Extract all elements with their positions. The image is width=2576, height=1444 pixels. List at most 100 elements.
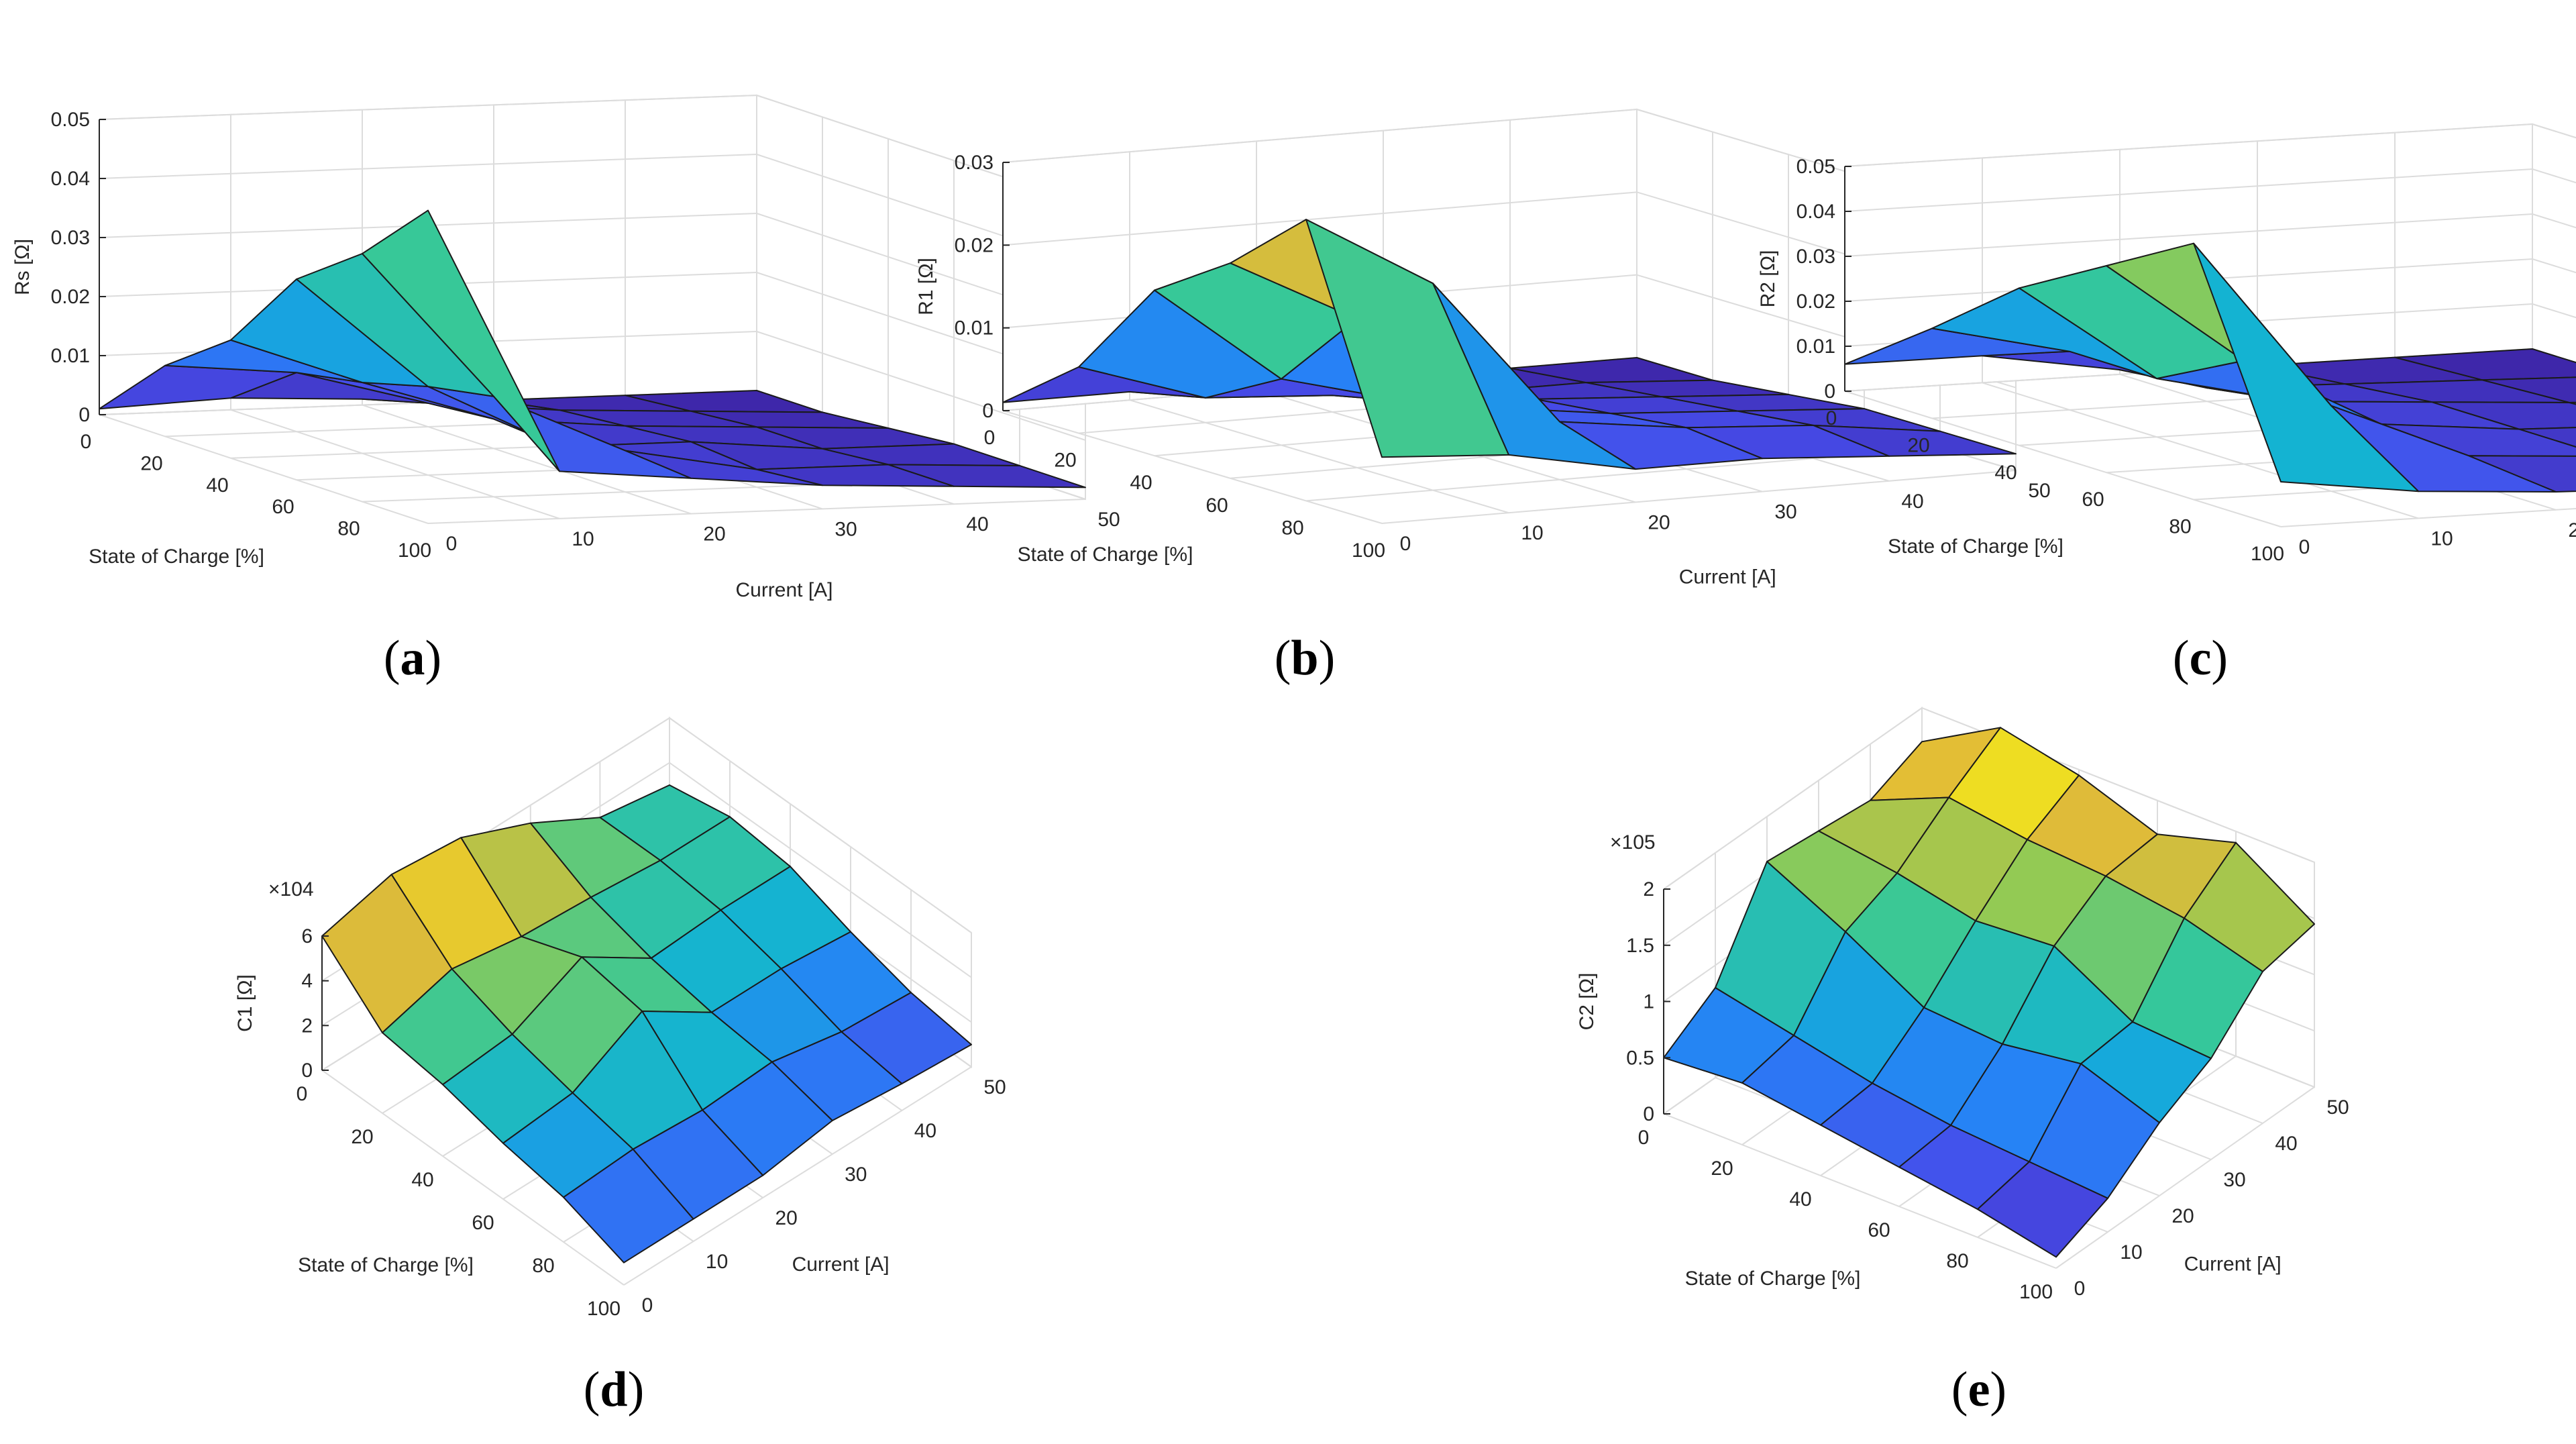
- surface-patch: [1305, 219, 1509, 458]
- y-tick-label: 40: [914, 1120, 936, 1142]
- panel-caption: (b): [1275, 631, 1335, 686]
- z-exponent-label: ×104: [268, 878, 314, 900]
- y-axis-title: Current [A]: [735, 579, 833, 601]
- x-tick-label: 100: [2251, 543, 2284, 565]
- x-tick-label: 40: [1994, 462, 2017, 484]
- y-axis-title: Current [A]: [2184, 1253, 2282, 1276]
- x-tick-label: 80: [1281, 517, 1303, 539]
- x-tick-label: 60: [2082, 488, 2104, 511]
- surface-patch: [2193, 242, 2419, 493]
- panel-c-surface: [1844, 242, 2576, 493]
- y-tick-label: 30: [2223, 1169, 2245, 1191]
- y-tick-label: 50: [2028, 480, 2050, 502]
- y-tick-label: 30: [845, 1164, 867, 1186]
- y-axis-title: Current [A]: [792, 1253, 890, 1276]
- z-tick-label: 0: [982, 400, 994, 422]
- z-tick-label: 0.03: [51, 227, 90, 249]
- x-tick-label: 20: [1711, 1157, 1733, 1180]
- z-tick-label: 0: [301, 1060, 313, 1082]
- z-axis-title: Rs [Ω]: [11, 239, 34, 295]
- y-tick-label: 10: [1521, 522, 1543, 544]
- x-tick-label: 0: [80, 431, 92, 453]
- y-tick-label: 10: [2120, 1241, 2142, 1264]
- x-tick-label: 0: [1826, 407, 1837, 429]
- z-tick-label: 0.02: [1796, 291, 1835, 313]
- x-axis-title: State of Charge [%]: [1018, 544, 1193, 566]
- x-tick-label: 80: [2169, 516, 2191, 538]
- y-tick-label: 30: [1774, 501, 1796, 523]
- y-tick-label: 0: [1400, 533, 1411, 555]
- z-tick-label: 2: [301, 1015, 313, 1037]
- z-tick-label: 0.01: [955, 317, 994, 340]
- x-tick-label: 80: [1946, 1250, 1968, 1272]
- y-tick-label: 20: [703, 523, 725, 546]
- panel-a-surface: [99, 209, 1086, 488]
- x-tick-label: 80: [532, 1255, 554, 1277]
- y-tick-label: 40: [1901, 491, 1923, 513]
- y-tick-label: 10: [706, 1251, 728, 1273]
- x-tick-label: 60: [272, 496, 294, 518]
- x-axis-title: State of Charge [%]: [1888, 535, 2063, 558]
- panel-b-surface: [1002, 219, 2017, 470]
- x-tick-label: 40: [1789, 1188, 1811, 1210]
- z-tick-label: 0: [78, 404, 90, 426]
- z-tick-label: 0: [1824, 380, 1835, 403]
- y-tick-label: 0: [2299, 536, 2310, 558]
- panel-caption: (e): [1951, 1362, 2006, 1417]
- x-tick-label: 0: [297, 1083, 308, 1105]
- x-tick-label: 60: [472, 1212, 494, 1234]
- x-tick-label: 20: [140, 452, 162, 474]
- x-tick-label: 100: [398, 539, 431, 562]
- panel-caption: (d): [584, 1362, 644, 1417]
- x-tick-label: 100: [1352, 539, 1385, 562]
- z-tick-label: 0: [1643, 1103, 1654, 1125]
- z-tick-label: 0.04: [1796, 201, 1835, 223]
- y-tick-label: 20: [2171, 1205, 2194, 1227]
- surface-patch: [563, 1148, 694, 1264]
- x-tick-label: 60: [1868, 1219, 1890, 1241]
- z-tick-label: 0.03: [1796, 246, 1835, 268]
- x-axis-title: State of Charge [%]: [1685, 1268, 1861, 1290]
- x-tick-label: 60: [1205, 495, 1228, 517]
- x-tick-label: 100: [587, 1298, 621, 1320]
- z-tick-label: 0.05: [1796, 156, 1835, 178]
- y-axis-title: Current [A]: [1679, 566, 1776, 588]
- surface-patch: [362, 209, 560, 472]
- y-tick-label: 0: [642, 1294, 653, 1317]
- y-tick-label: 40: [2275, 1133, 2297, 1155]
- z-tick-label: 0.03: [955, 152, 994, 174]
- z-tick-label: 0.01: [51, 345, 90, 367]
- z-exponent-label: ×105: [1610, 831, 1656, 854]
- z-axis-title: C1 [Ω]: [234, 974, 256, 1032]
- z-tick-label: 0.04: [51, 168, 90, 190]
- y-tick-label: 20: [775, 1207, 798, 1229]
- y-tick-label: 0: [2074, 1278, 2086, 1300]
- x-tick-label: 0: [1638, 1127, 1650, 1149]
- y-tick-label: 20: [1648, 511, 1670, 533]
- x-tick-label: 40: [206, 474, 228, 497]
- y-tick-label: 20: [2568, 519, 2576, 542]
- z-tick-label: 0.05: [51, 109, 90, 131]
- surface-patch: [1977, 1161, 2108, 1258]
- x-tick-label: 40: [1130, 472, 1152, 494]
- x-axis-title: State of Charge [%]: [298, 1254, 474, 1276]
- panel-e-surface: [1663, 727, 2315, 1258]
- z-axis-title: R1 [Ω]: [915, 258, 937, 315]
- panel-d-surface: [321, 784, 972, 1264]
- z-tick-label: 0.02: [51, 286, 90, 308]
- z-tick-label: 0.02: [955, 234, 994, 256]
- y-tick-label: 50: [1097, 509, 1120, 531]
- z-tick-label: 6: [301, 925, 313, 947]
- panel-caption: (c): [2173, 631, 2228, 686]
